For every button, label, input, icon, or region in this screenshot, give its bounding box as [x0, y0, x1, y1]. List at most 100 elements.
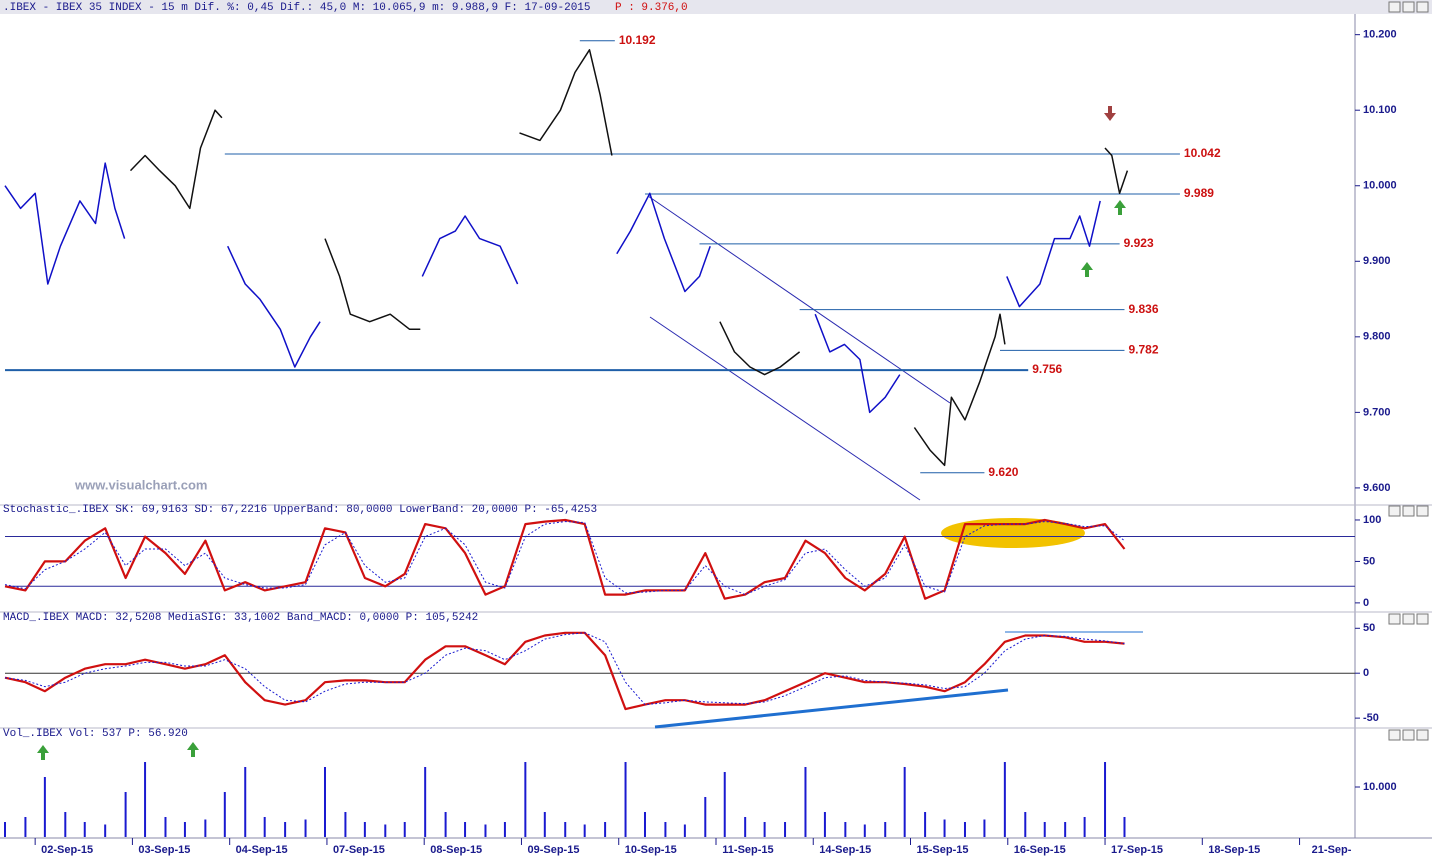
x-tick-label: 16-Sep-15: [1014, 844, 1066, 856]
x-tick-label: 09-Sep-15: [527, 844, 579, 856]
series-line: [4, 521, 1125, 596]
series-line: [324, 238, 421, 331]
volume-bar: [124, 792, 127, 837]
level-label: 9.989: [1184, 186, 1214, 200]
volume-bar: [464, 822, 467, 837]
volume-bar: [804, 767, 807, 837]
x-tick-label: 07-Sep-15: [333, 844, 385, 856]
volume-bar: [484, 824, 487, 837]
series-line: [616, 192, 711, 293]
series-line: [421, 215, 519, 285]
series-line: [4, 518, 1126, 600]
series-line: [1104, 147, 1129, 195]
volume-bar: [823, 812, 826, 837]
volume-bar: [304, 819, 307, 837]
header-price: P : 9.376,0: [615, 2, 688, 14]
volume-bar: [723, 772, 726, 837]
volume-bar: [983, 819, 986, 837]
volume-bar: [223, 792, 226, 837]
panel-title: Stochastic_.IBEX SK: 69,9163 SD: 67,2216…: [3, 504, 597, 516]
level-label: 10.042: [1184, 146, 1221, 160]
y-tick-label: 0: [1363, 597, 1369, 609]
volume-bar: [344, 812, 347, 837]
x-tick-label: 10-Sep-15: [625, 844, 677, 856]
up-arrows: [37, 200, 1126, 760]
volume-bar: [323, 767, 326, 837]
volume-bar: [643, 812, 646, 837]
panel-title: MACD_.IBEX MACD: 32,5208 MediaSIG: 33,10…: [3, 612, 478, 624]
volume-bar: [1003, 762, 1006, 837]
volume-bar: [624, 762, 627, 837]
level-label: 10.192: [619, 33, 656, 47]
volume-bar: [4, 822, 6, 837]
volume-bar: [503, 822, 506, 837]
volume-bar: [144, 762, 147, 837]
y-tick-label: 10.200: [1363, 29, 1397, 41]
y-tick-label: 9.600: [1363, 482, 1391, 494]
series-line: [4, 632, 1125, 706]
y-tick-label: 9.800: [1363, 331, 1391, 343]
volume-bar: [784, 822, 787, 837]
y-tick-label: 9.700: [1363, 406, 1391, 418]
panel-title: Vol_.IBEX Vol: 537 P: 56.920: [3, 728, 188, 740]
volume-bar: [683, 824, 686, 837]
volume-bar: [64, 812, 67, 837]
volume-bar: [1064, 822, 1067, 837]
volume-bar: [1123, 817, 1126, 837]
volume-bar: [924, 812, 927, 837]
x-tick-label: 18-Sep-15: [1208, 844, 1260, 856]
series-line: [4, 162, 126, 285]
volume-bar: [943, 819, 946, 837]
volume-bar: [244, 767, 247, 837]
y-tick-label: 50: [1363, 622, 1375, 634]
volume-bar: [524, 762, 527, 837]
volume-bar: [543, 812, 546, 837]
y-tick-label: 100: [1363, 514, 1381, 526]
x-tick-label: 21-Sep-: [1312, 844, 1352, 856]
volume-bar: [963, 822, 966, 837]
x-tick-label: 04-Sep-15: [236, 844, 288, 856]
x-tick-label: 11-Sep-15: [722, 844, 773, 856]
series-line: [129, 109, 223, 210]
volume-bar: [1104, 762, 1107, 837]
volume-bar: [424, 767, 427, 837]
volume-bar: [384, 824, 387, 837]
series-line: [913, 313, 1006, 467]
volume-bar: [263, 817, 266, 837]
down-arrow: [1104, 106, 1116, 121]
volume-bar: [204, 819, 207, 837]
highlight: [941, 518, 1085, 548]
series-line: [814, 313, 901, 414]
x-tick-label: 03-Sep-15: [138, 844, 190, 856]
volume-bar: [863, 824, 866, 837]
volume-bar: [744, 817, 747, 837]
y-tick-label: 10.000: [1363, 781, 1397, 793]
volume-bar: [403, 822, 406, 837]
x-tick-label: 14-Sep-15: [819, 844, 871, 856]
volume-bar: [704, 797, 707, 837]
channel-line: [649, 316, 921, 501]
channel-line: [647, 195, 951, 404]
volume-bar: [83, 822, 86, 837]
series-line: [4, 631, 1125, 711]
y-tick-label: 0: [1363, 667, 1369, 679]
y-tick-label: 10.100: [1363, 104, 1397, 116]
volume-bar: [664, 822, 667, 837]
header-bar: [0, 0, 1432, 14]
volume-bar: [43, 777, 46, 837]
series-line: [1006, 200, 1101, 308]
volume-bar: [24, 817, 27, 837]
level-label: 9.620: [988, 465, 1018, 479]
volume-bar: [844, 822, 847, 837]
volume-bar: [1083, 817, 1086, 837]
volume-bar: [284, 822, 287, 837]
volume-bar: [183, 822, 186, 837]
level-label: 9.756: [1032, 362, 1062, 376]
y-tick-label: -50: [1363, 712, 1379, 724]
x-tick-label: 08-Sep-15: [430, 844, 482, 856]
window-buttons[interactable]: [1388, 1, 1429, 741]
series-line: [719, 321, 801, 376]
volume-bar: [583, 824, 586, 837]
